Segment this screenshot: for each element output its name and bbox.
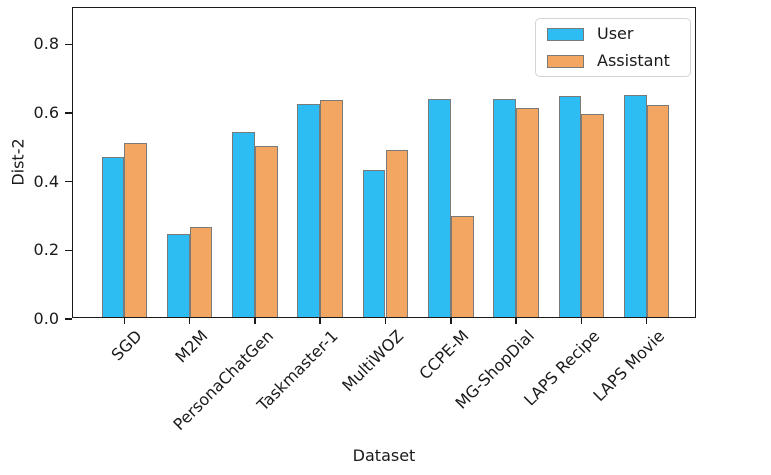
bar-user-taskmaster-1 — [297, 104, 321, 317]
bar-assistant-taskmaster-1 — [320, 100, 343, 317]
legend: User Assistant — [535, 18, 691, 77]
bar-user-m2m — [166, 234, 190, 317]
bar-assistant-sgd — [124, 143, 148, 317]
y-axis-label: Dist-2 — [8, 138, 28, 186]
y-tick-label-0.4: 0.4 — [33, 171, 59, 191]
bar-assistant-laps-recipe — [581, 114, 605, 317]
x-tick-mark-ccpe-m — [450, 317, 452, 324]
legend-entry-user: User — [547, 25, 679, 43]
x-tick-label-sgd: SGD — [107, 326, 147, 365]
legend-label-assistant: Assistant — [597, 51, 670, 70]
bar-user-multiwoz — [362, 170, 386, 317]
x-tick-mark-personachatgen — [254, 317, 256, 324]
bar-user-sgd — [101, 157, 125, 317]
x-axis-label: Dataset — [352, 446, 416, 465]
y-tick-label-0.8: 0.8 — [33, 34, 59, 54]
y-tick-mark-0.8 — [65, 43, 72, 46]
y-tick-label-0.2: 0.2 — [33, 240, 59, 260]
bar-assistant-mg-shopdial — [516, 107, 539, 317]
bar-user-ccpe-m — [428, 98, 451, 317]
x-tick-label-ccpe-m: CCPE-M — [415, 326, 473, 384]
x-tick-mark-laps-movie — [645, 317, 648, 324]
y-tick-mark-0.6 — [65, 112, 72, 114]
x-tick-mark-laps-recipe — [580, 317, 583, 324]
bar-user-laps-movie — [623, 95, 647, 317]
bar-assistant-ccpe-m — [450, 216, 474, 317]
bar-assistant-laps-movie — [646, 104, 670, 317]
x-tick-label-multiwoz: MultiWOZ — [338, 326, 408, 396]
legend-label-user: User — [597, 24, 634, 43]
x-tick-mark-m2m — [188, 317, 191, 324]
x-tick-label-m2m: M2M — [171, 326, 212, 367]
y-tick-mark-0.0 — [65, 318, 72, 320]
bar-user-mg-shopdial — [493, 99, 517, 317]
x-tick-mark-multiwoz — [384, 317, 387, 324]
bar-user-personachatgen — [232, 132, 255, 317]
bar-assistant-m2m — [189, 227, 213, 317]
legend-entry-assistant: Assistant — [547, 52, 679, 70]
y-tick-mark-0.4 — [65, 180, 72, 183]
x-tick-mark-mg-shopdial — [515, 317, 517, 324]
y-tick-mark-0.2 — [65, 249, 72, 252]
x-tick-mark-sgd — [123, 317, 126, 324]
bar-user-laps-recipe — [558, 96, 582, 317]
legend-swatch-user — [547, 27, 584, 41]
y-tick-label-0.6: 0.6 — [33, 103, 59, 123]
legend-swatch-assistant — [547, 54, 584, 68]
bar-assistant-multiwoz — [385, 149, 409, 317]
bar-assistant-personachatgen — [254, 145, 278, 317]
y-tick-label-0.0: 0.0 — [33, 309, 59, 328]
x-tick-mark-taskmaster-1 — [319, 317, 321, 324]
